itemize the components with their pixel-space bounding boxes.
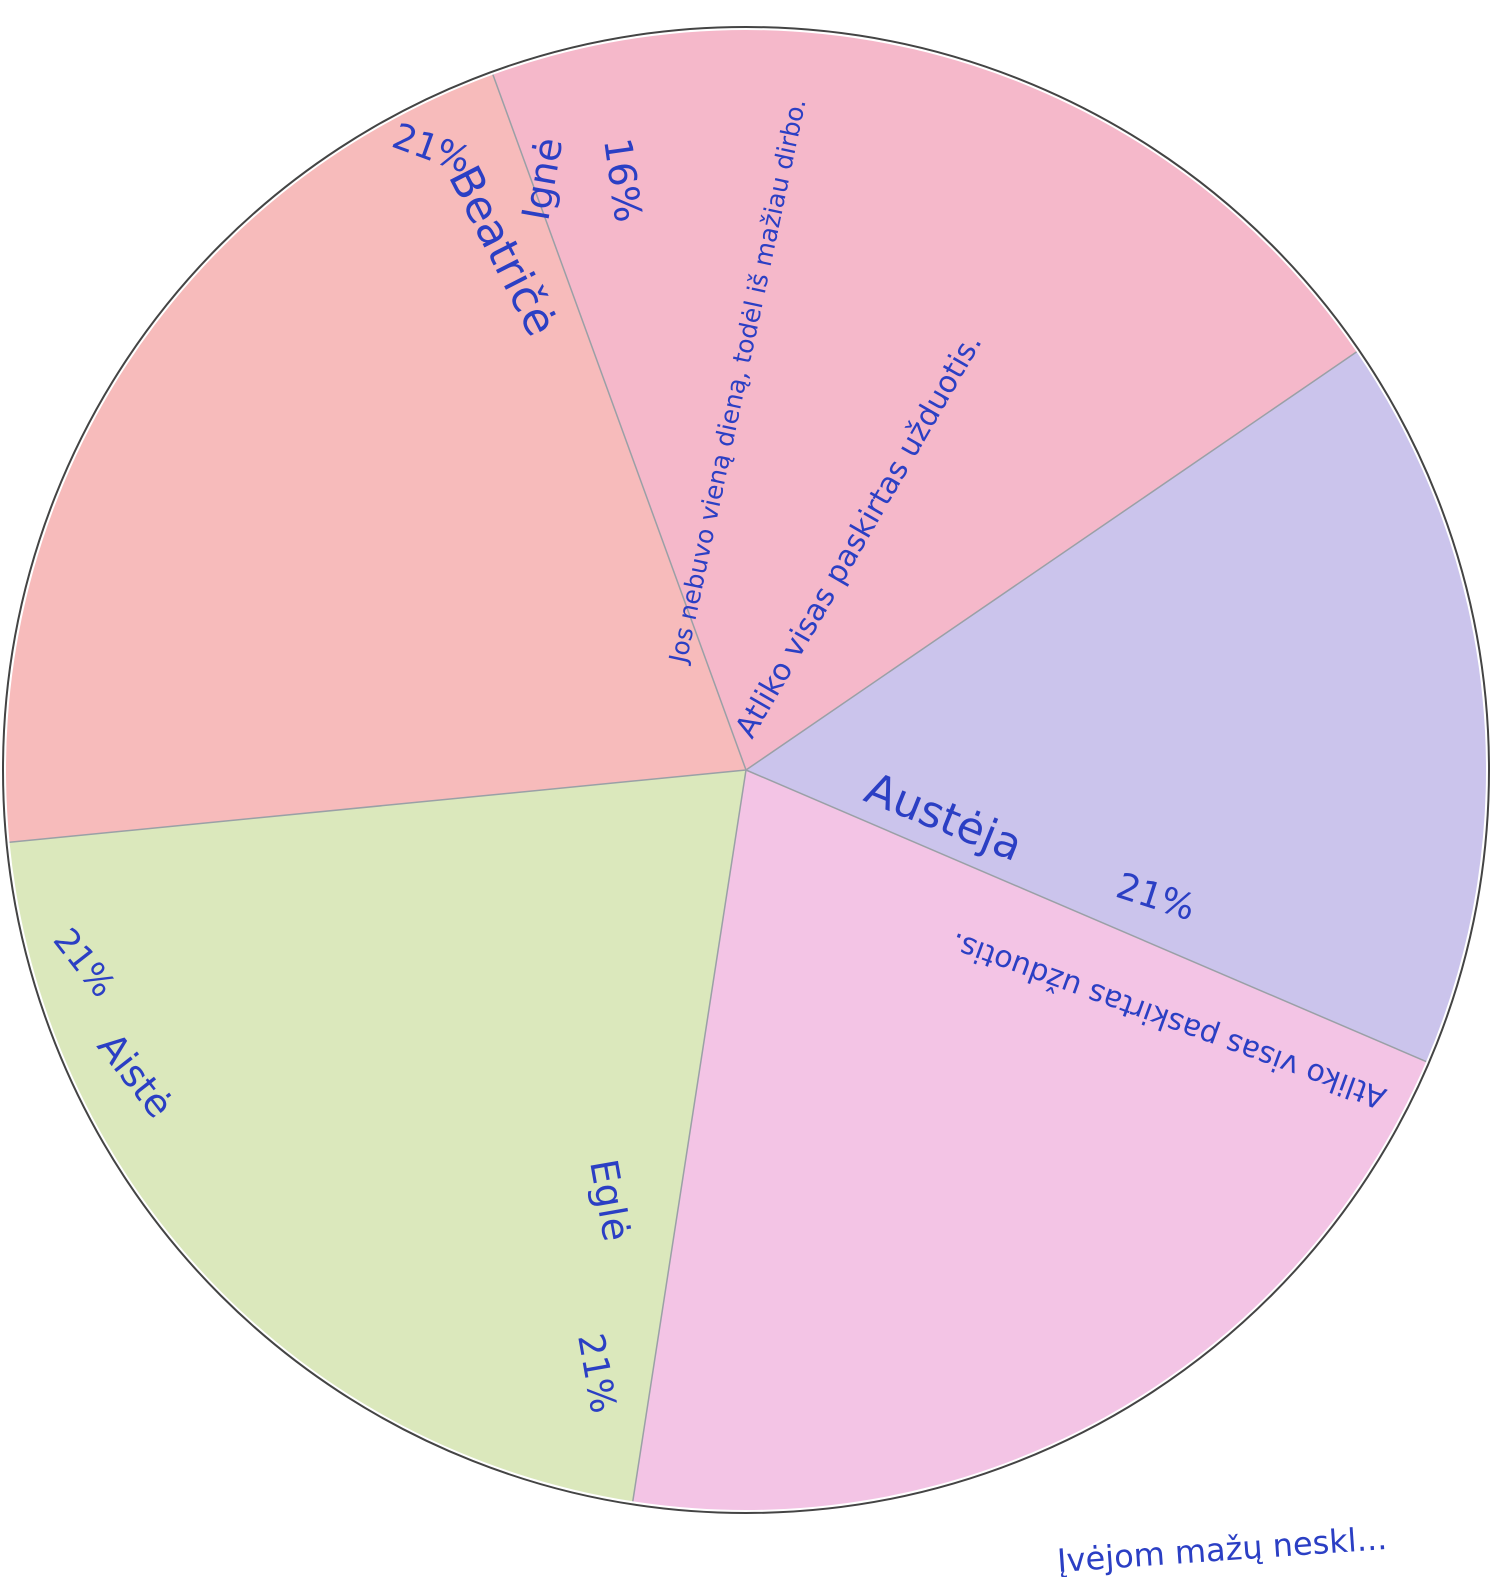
pie-slice-4 <box>5 74 746 843</box>
pie-slice-2 <box>632 770 1427 1510</box>
slice-separator-2 <box>745 769 1427 1063</box>
pie-slice-0 <box>492 30 1357 771</box>
slice-separator-3 <box>632 769 747 1502</box>
pie-slice-3 <box>9 770 746 1502</box>
slice-separator-1 <box>745 351 1358 771</box>
slice-separator-0 <box>492 74 747 771</box>
slice-separator-4 <box>9 769 747 843</box>
footer-note: Įvėjom mažų neskl... <box>1056 1519 1388 1577</box>
separators-layer <box>9 74 1427 1502</box>
pie-slice-1 <box>746 351 1486 1062</box>
slices-layer <box>5 30 1486 1510</box>
